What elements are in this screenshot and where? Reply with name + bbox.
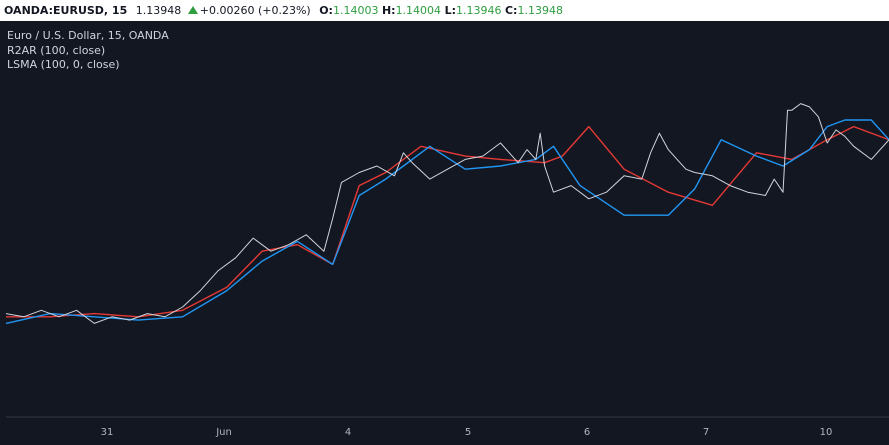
close-label: C: [504, 4, 518, 17]
time-tick-label: Jun [215, 427, 232, 438]
legend-indicator-lsma[interactable]: LSMA (100, 0, close) [7, 58, 120, 71]
symbol-header-bar: OANDA:EURUSD, 15 1.13948 +0.00260 (+0.23… [0, 0, 889, 21]
time-tick-label: 7 [703, 427, 709, 438]
price-chart[interactable]: 31 Jun 4 5 6 7 10 [0, 21, 889, 445]
chart-legend: Euro / U.S. Dollar, 15, OANDA R2AR (100,… [7, 29, 169, 73]
low-value: 1.13946 [455, 4, 502, 17]
time-tick-label: 4 [345, 427, 351, 438]
series-layer [5, 103, 889, 325]
time-axis[interactable]: 31 Jun 4 5 6 7 10 [101, 427, 833, 438]
chart-pane[interactable]: 31 Jun 4 5 6 7 10 Euro / U.S. Dollar, 15, OAND… [0, 21, 889, 445]
time-tick-label: 5 [465, 427, 471, 438]
price-change: +0.00260 (+0.23%) [199, 4, 311, 17]
up-arrow-icon [187, 6, 198, 14]
time-tick-label: 6 [584, 427, 590, 438]
low-label: L: [444, 4, 456, 17]
time-tick-label: 31 [101, 427, 114, 438]
open-value: 1.14003 [332, 4, 379, 17]
high-value: 1.14004 [395, 4, 442, 17]
series-line-1 [6, 125, 889, 318]
legend-indicator-r2ar[interactable]: R2AR (100, close) [7, 43, 106, 57]
series-line-3 [5, 103, 889, 324]
open-label: O: [319, 4, 333, 17]
last-price: 1.13948 [135, 4, 182, 17]
time-tick-label: 10 [820, 427, 833, 438]
high-label: H: [381, 4, 396, 17]
close-value: 1.13948 [517, 4, 563, 17]
series-line-2 [5, 119, 889, 325]
symbol-label[interactable]: OANDA:EURUSD, 15 [4, 4, 128, 17]
legend-title[interactable]: Euro / U.S. Dollar, 15, OANDA [7, 29, 169, 42]
